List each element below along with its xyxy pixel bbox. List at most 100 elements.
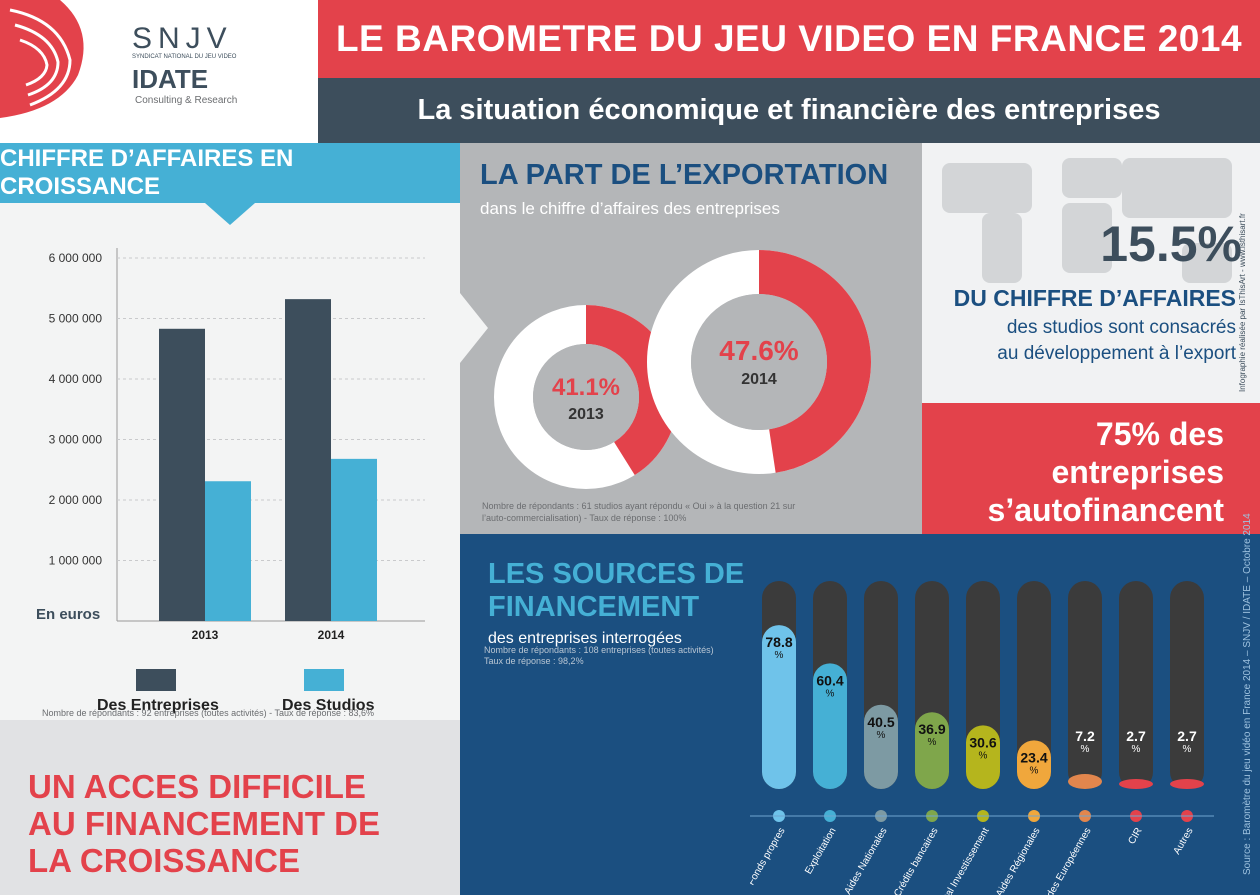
source-category-label: Exploitation [803,826,838,876]
source-value-label: 40.5 [867,714,894,730]
revenue-heading: CHIFFRE D’AFFAIRES EN CROISSANCE [0,143,460,203]
source-value-label: 60.4 [816,672,843,688]
source-unit-label: % [1183,744,1192,755]
access-panel [0,720,460,895]
donut-year-2013: 2013 [568,406,604,423]
export-donut-charts: 41.1% 2013 47.6% 2014 [494,250,871,489]
bar-studios-2014 [331,458,377,621]
y-tick-label: 3 000 000 [49,433,103,447]
source-unit-label: % [826,688,835,699]
source-value-label: 2.7 [1126,728,1146,744]
y-tick-label: 2 000 000 [49,493,103,507]
source-category-label: Autres [1172,826,1196,857]
autofinance-line-1: 75% des [1095,416,1224,452]
export-panel: LA PART DE L’EXPORTATION dans le chiffre… [460,143,922,534]
source-value-label: 30.6 [969,734,996,750]
legend-label-studios: Des Studios [282,697,375,714]
source-category-label: Aides Régionales [994,826,1042,895]
bar-entreprises-2014 [285,299,331,621]
export-note-1: Nombre de répondants : 61 studios ayant … [482,501,796,511]
idate-tagline: Consulting & Research [135,95,238,106]
page-subtitle: La situation économique et financière de… [318,78,1260,143]
bar-studios-2013 [205,481,251,621]
export-stat-line-3: au développement à l’export [997,343,1236,364]
export-stat-value: 15.5% [1100,216,1242,272]
legend-swatch-studios [304,669,344,691]
autofinance-line-3: s’autofinancent [987,492,1224,528]
access-line-3: LA CROISSANCE [28,842,300,879]
source-value-label: 36.9 [918,721,945,737]
source-category-label: Capital Investissement [932,826,992,895]
source-track-7 [1119,581,1153,789]
revenue-bar-chart: 6 000 000 5 000 000 4 000 000 3 000 000 2 00… [49,248,425,642]
panel-arrow-icon [460,293,488,363]
financing-sources-chart: 78.8% Fonds propres 60.4% Exploitation 40.5%… [750,581,1214,895]
bar-entreprises-2013 [159,328,205,621]
export-stat-panel: 15.5% DU CHIFFRE D’AFFAIRES des studios … [922,143,1260,403]
source-track-6 [1068,581,1102,789]
autofinance-text: 75% des entreprises s’autofinancent [988,415,1224,529]
source-track-5 [1017,581,1051,789]
source-value-label: 78.8 [765,634,792,650]
source-category-label: Aides Nationales [843,826,890,895]
access-line-2: AU FINANCEMENT DE [28,805,380,842]
export-stat-line-1: DU CHIFFRE D’AFFAIRES [953,285,1236,311]
logo-area: SNJV SYNDICAT NATIONAL DU JEU VIDEO IDAT… [0,0,318,143]
donut-hole-2013 [533,344,639,450]
legend-swatch-entreprises [136,669,176,691]
source-unit-label: % [877,730,886,741]
source-value-label: 2.7 [1177,728,1197,744]
source-unit-label: % [979,750,988,761]
sources-note-2: Taux de réponse : 98,2% [484,656,584,666]
donut-hole-2014 [691,294,827,430]
source-value-label: 23.4 [1020,749,1047,765]
donut-year-2014: 2014 [741,371,777,388]
heading-pointer-icon [205,203,255,225]
revenue-note: Nombre de répondants : 92 entreprises (t… [42,708,375,718]
donut-value-2013: 41.1% [552,374,620,401]
export-note-2: l’auto-commercialisation) - Taux de répo… [482,513,687,523]
world-map-icon [942,158,1232,283]
source-unit-label: % [1081,744,1090,755]
source-text: Source : Baromètre du jeu vidéo en Franc… [1242,513,1253,875]
export-heading: LA PART DE L’EXPORTATION [480,159,889,191]
source-bar-0 [762,625,796,789]
source-bar-7 [1119,779,1153,789]
source-category-label: Crédits bancaires [892,826,940,895]
y-tick-label: 4 000 000 [49,372,103,386]
revenue-unit-label: En euros [36,606,101,623]
credit-text: Infographie réalisée par IsThisArt - www… [1238,213,1247,392]
source-track-8 [1170,581,1204,789]
sources-heading-line-1: LES SOURCES DE [488,558,745,590]
source-bar-8 [1170,779,1204,789]
revenue-panel: 6 000 000 5 000 000 4 000 000 3 000 000 2 00… [0,203,460,720]
legend-label-entreprises: Des Entreprises [97,697,219,714]
source-bar-6 [1068,774,1102,789]
export-subheading: dans le chiffre d’affaires des entrepris… [480,199,780,218]
source-unit-label: % [1132,744,1141,755]
idate-logo-text: IDATE [132,64,209,94]
donut-slice-2014 [647,250,871,474]
source-bar-5 [1017,740,1051,789]
source-unit-label: % [928,737,937,748]
autofinance-panel: 75% des entreprises s’autofinancent [922,403,1260,534]
source-bar-2 [864,704,898,789]
sources-heading-line-2: FINANCEMENT [488,591,700,623]
source-bar-3 [915,712,949,789]
source-unit-label: % [775,650,784,661]
source-bar-1 [813,663,847,789]
donut-value-2014: 47.6% [719,335,798,366]
sources-panel: LES SOURCES DE FINANCEMENT des entrepris… [460,534,1260,895]
source-bar-4 [966,725,1000,789]
sources-heading: LES SOURCES DE FINANCEMENT [488,558,744,624]
source-unit-label: % [1030,765,1039,776]
export-stat-line-2: des studios sont consacrés [1006,317,1236,338]
source-value-label: 7.2 [1075,728,1095,744]
access-line-1: UN ACCES DIFFICILE [28,768,366,805]
source-category-label: Fonds propres [750,826,788,887]
access-heading: UN ACCES DIFFICILE AU FINANCEMENT DE LA … [28,768,448,879]
source-category-label: CIR [1126,826,1144,846]
source-category-label: Aides Européennes [1040,826,1093,895]
sources-subheading: des entreprises interrogées [488,630,682,647]
x-tick-label: 2014 [318,628,345,642]
